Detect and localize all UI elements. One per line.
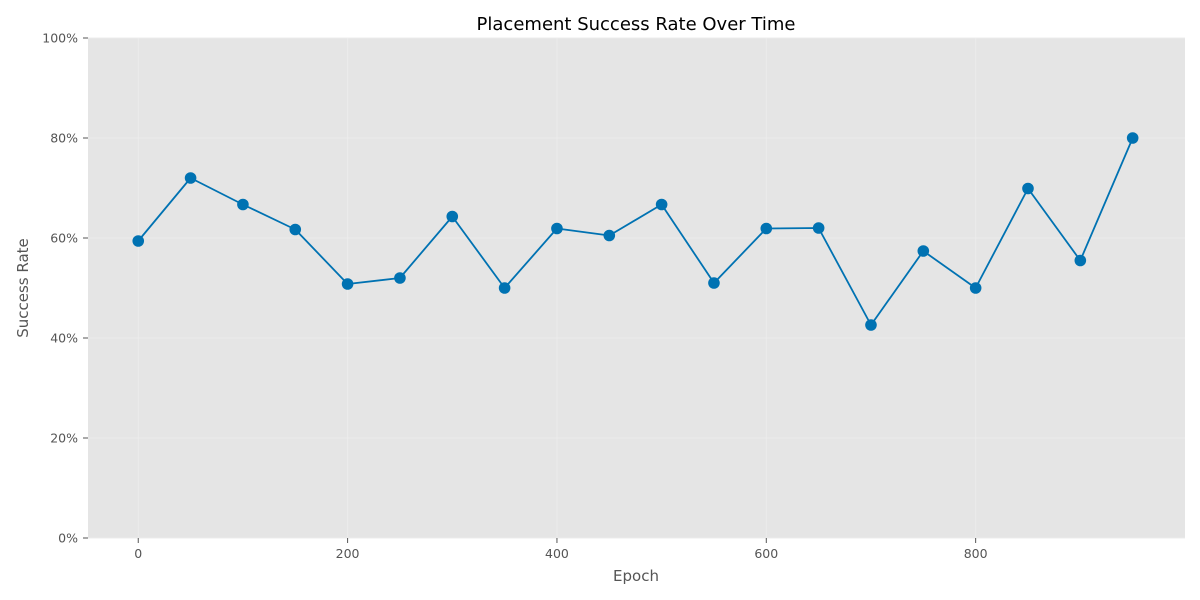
data-point xyxy=(969,282,982,294)
data-point xyxy=(760,222,773,235)
x-tick-label: 400 xyxy=(545,546,569,561)
x-tick-label: 0 xyxy=(134,546,142,561)
y-tick-label: 60% xyxy=(50,231,78,246)
y-tick-label: 40% xyxy=(50,331,78,346)
data-point xyxy=(812,222,825,234)
data-point xyxy=(655,198,668,211)
y-tick-label: 0% xyxy=(58,531,78,546)
y-tick-label: 20% xyxy=(50,431,78,446)
data-point xyxy=(603,229,616,242)
data-point xyxy=(184,172,197,184)
x-axis-label: Epoch xyxy=(613,567,659,585)
y-tick-label: 80% xyxy=(50,131,78,146)
series xyxy=(132,132,1139,331)
data-point xyxy=(132,235,145,247)
chart-title: Placement Success Rate Over Time xyxy=(477,14,796,35)
data-point xyxy=(289,223,302,236)
x-tick-label: 800 xyxy=(964,546,988,561)
x-tick-label: 600 xyxy=(754,546,778,561)
grid xyxy=(88,37,1185,539)
data-point xyxy=(394,272,406,284)
y-axis-label: Success Rate xyxy=(14,238,32,338)
axes: 0% 20% 40% 60% 80% 100% 0 200 400 600 800 xyxy=(42,31,987,562)
data-point xyxy=(341,278,354,290)
data-point xyxy=(708,277,720,289)
data-point xyxy=(917,245,930,257)
data-point xyxy=(1074,254,1087,267)
data-point xyxy=(498,282,511,294)
data-point xyxy=(1022,182,1034,195)
y-tick-label: 100% xyxy=(42,31,78,46)
data-point xyxy=(1126,132,1139,144)
data-point xyxy=(237,198,249,211)
data-point xyxy=(446,210,459,223)
plot-area xyxy=(88,38,1185,538)
x-tick-label: 200 xyxy=(336,546,360,561)
series-line xyxy=(137,137,1134,326)
data-point xyxy=(865,319,877,331)
data-point xyxy=(551,222,563,235)
